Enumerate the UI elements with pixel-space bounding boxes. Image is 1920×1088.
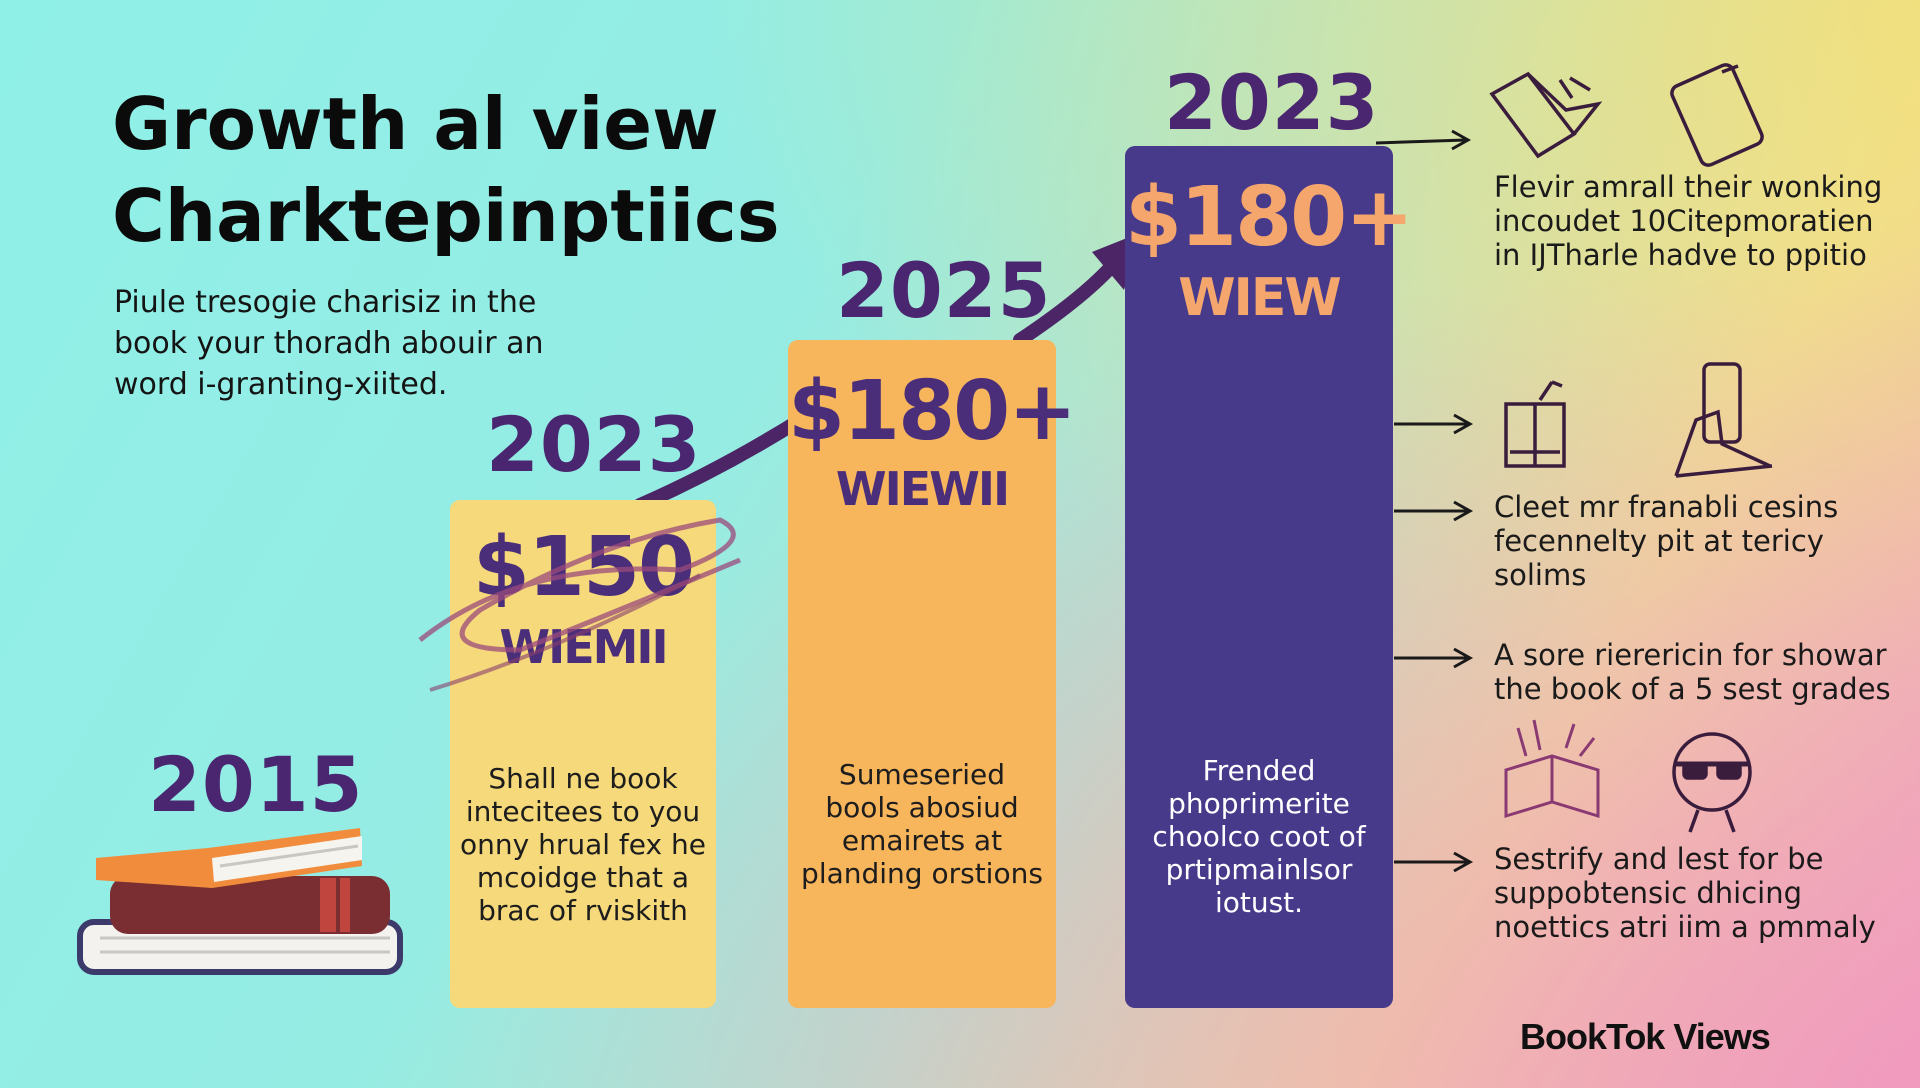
note-1: Flevir amrall their wonking incoudet 10C… xyxy=(1494,170,1883,272)
bar-description: Sumeseried bools abosiud emairets at pla… xyxy=(801,758,1043,890)
magic-book-icon xyxy=(1504,719,1600,819)
bar-2025: $180+ WIEWII Sumeseried bools abosiud em… xyxy=(788,340,1077,1008)
year-label-2025: 2025 xyxy=(836,246,1052,335)
title-line-2: Charktepinptiics xyxy=(112,174,780,258)
reader-glasses-icon xyxy=(1672,732,1752,833)
bar-description: Frended phoprimerite choolco coot of prt… xyxy=(1152,754,1366,919)
open-book-icon xyxy=(1489,71,1603,159)
bar-unit-label: WIEWII xyxy=(835,462,1010,516)
bar-description: Shall ne book intecitees to you onny hru… xyxy=(460,762,706,927)
bar-unit-label: WIEW xyxy=(1178,268,1342,328)
book-stand-icon xyxy=(1504,380,1566,468)
phone-hand-icon xyxy=(1674,362,1773,478)
year-label-2015: 2015 xyxy=(148,740,364,829)
tablet-icon xyxy=(1670,63,1764,167)
year-label-2023-large: 2023 xyxy=(1164,58,1380,147)
bar-2023-large: $180+ WIEW Frended phoprimerite choolco … xyxy=(1125,146,1414,1008)
note-2: Cleet mr franabli cesins fecennelty pit … xyxy=(1494,490,1839,592)
note-4: Sestrify and lest for be suppobtensic dh… xyxy=(1494,842,1876,944)
bar-value-label: $180+ xyxy=(788,364,1077,459)
brand-label: BookTok Views xyxy=(1520,1016,1771,1057)
title-line-1: Growth al view xyxy=(112,82,719,166)
note-3: A sore rierericin for showar the book of… xyxy=(1494,638,1891,706)
bar-value-label: $180+ xyxy=(1125,170,1414,265)
year-label-2023-small: 2023 xyxy=(486,400,702,489)
subtitle: Piule tresogie charisiz in the book your… xyxy=(114,285,544,402)
page-title: Growth al view Charktepinptiics xyxy=(112,78,780,262)
